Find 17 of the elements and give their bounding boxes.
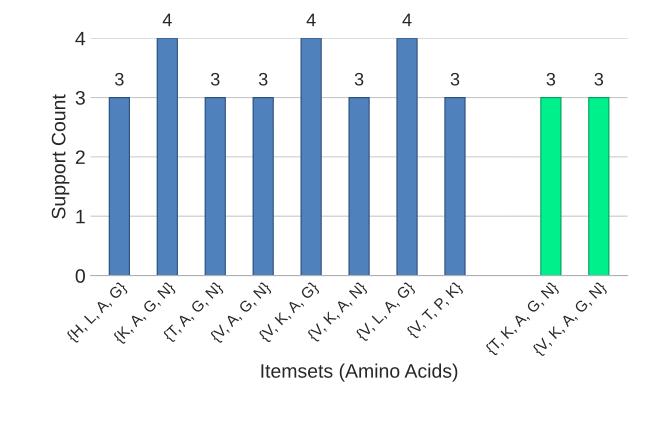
y-tick-label: 3 — [76, 90, 85, 105]
data-label: 4 — [162, 14, 172, 26]
data-label: 3 — [210, 72, 220, 86]
y-tick-label: 0 — [76, 269, 85, 283]
y-tick-label: 1 — [76, 210, 85, 224]
x-axis-title: Itemsets (Amino Acids) — [261, 364, 458, 382]
data-label: 3 — [546, 72, 556, 86]
data-label: 4 — [402, 14, 412, 26]
data-label: 3 — [354, 72, 364, 86]
data-label: 3 — [115, 72, 124, 86]
y-tick-label: 2 — [76, 150, 85, 164]
data-label: 3 — [450, 72, 460, 86]
y-axis-title: Support Count — [52, 94, 70, 219]
y-tick-label: 4 — [75, 32, 86, 46]
data-label: 3 — [594, 72, 604, 86]
data-label: 4 — [306, 14, 316, 26]
data-label: 3 — [258, 72, 268, 86]
